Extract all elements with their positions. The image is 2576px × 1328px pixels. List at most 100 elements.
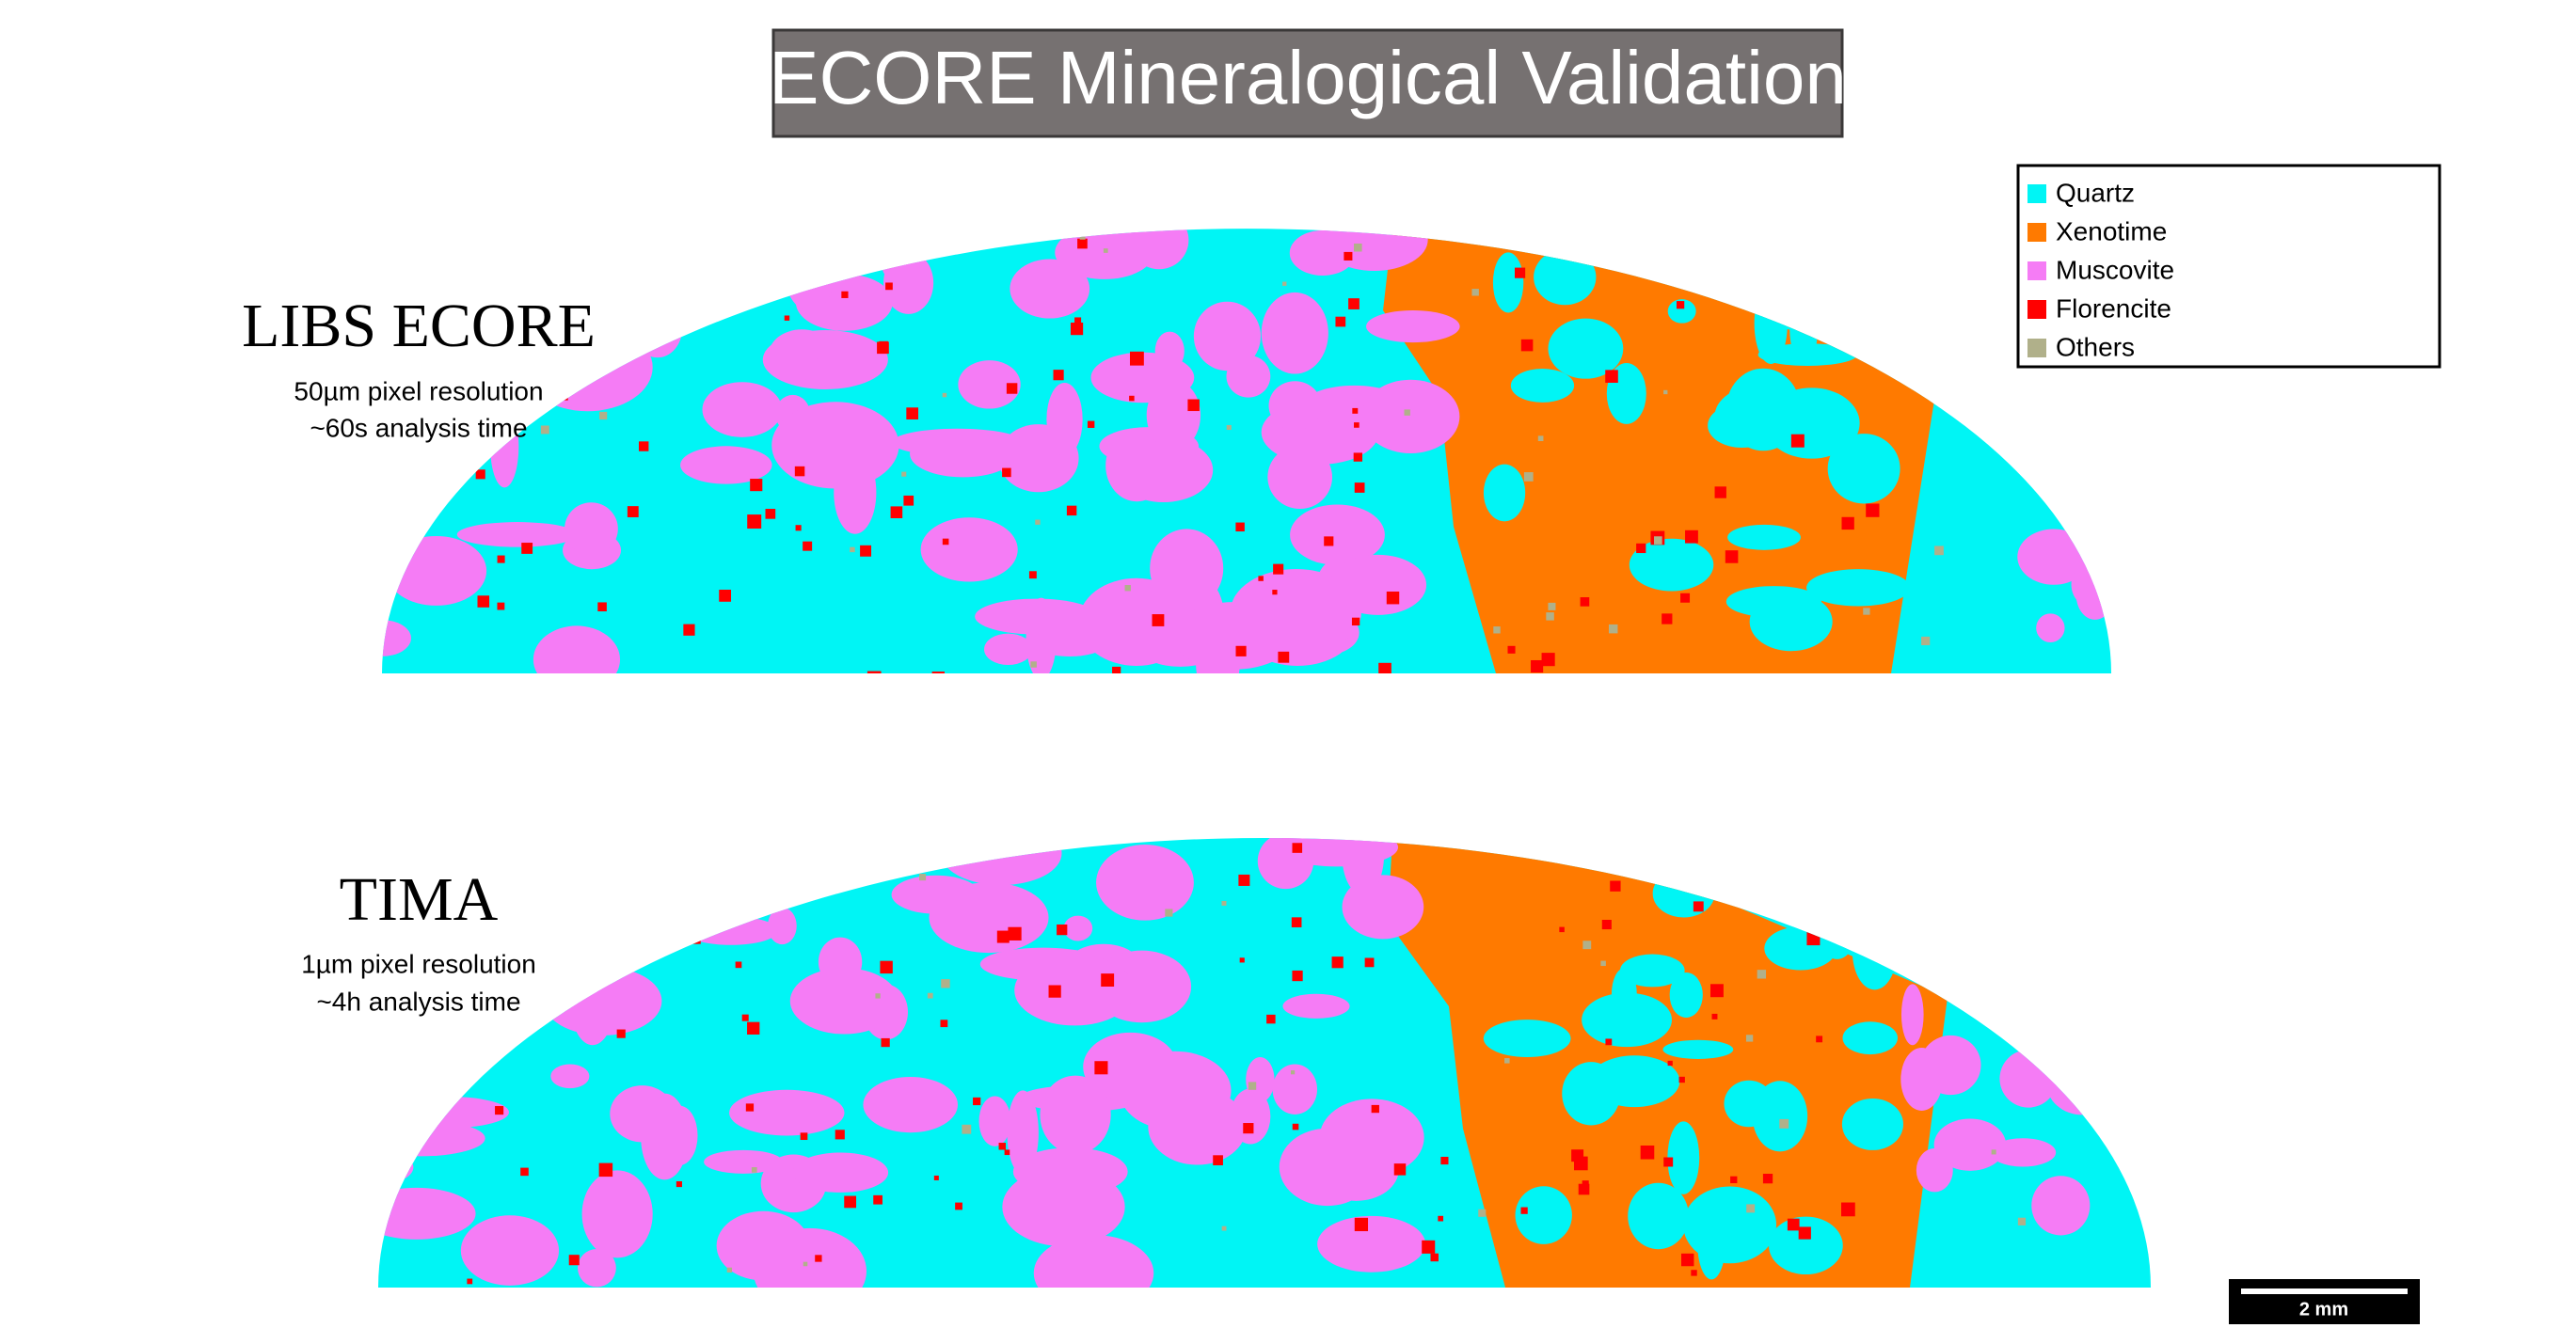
florencite-grain bbox=[747, 1021, 760, 1035]
florencite-grain bbox=[608, 919, 613, 925]
florencite-grain bbox=[1048, 985, 1061, 998]
florencite-grain bbox=[1066, 505, 1077, 516]
florencite-grain bbox=[616, 1029, 626, 1038]
other-grain bbox=[1654, 536, 1662, 545]
other-grain bbox=[919, 874, 927, 881]
florencite-grain bbox=[1353, 452, 1363, 462]
muscovite-patch bbox=[978, 1096, 1011, 1146]
muscovite-patch bbox=[975, 598, 1099, 635]
other-grain bbox=[1546, 612, 1554, 621]
muscovite-patch bbox=[581, 1170, 653, 1258]
muscovite-patch bbox=[1090, 352, 1195, 403]
panel-line: 50µm pixel resolution bbox=[294, 376, 543, 405]
muscovite-patch bbox=[680, 446, 772, 484]
quartz-patch bbox=[1724, 1080, 1774, 1128]
muscovite-patch bbox=[1226, 355, 1271, 398]
muscovite-patch bbox=[1900, 984, 1924, 1046]
florencite-grain bbox=[1129, 351, 1144, 366]
legend-label: Quartz bbox=[2056, 178, 2135, 207]
quartz-patch bbox=[1652, 869, 1715, 918]
quartz-patch bbox=[1669, 972, 1703, 1018]
other-grain bbox=[803, 1261, 808, 1267]
florencite-grain bbox=[509, 1031, 515, 1037]
florencite-grain bbox=[996, 930, 1010, 943]
florencite-grain bbox=[1393, 1163, 1407, 1176]
quartz-patch bbox=[1764, 926, 1837, 971]
florencite-grain bbox=[1520, 1207, 1528, 1214]
other-grain bbox=[1478, 1209, 1487, 1217]
florencite-grain bbox=[931, 672, 945, 673]
florencite-grain bbox=[1601, 919, 1612, 930]
florencite-grain bbox=[698, 310, 705, 317]
quartz-patch bbox=[1667, 1121, 1700, 1194]
florencite-grain bbox=[497, 602, 505, 610]
florencite-grain bbox=[835, 1130, 845, 1140]
other-grain bbox=[1818, 908, 1825, 914]
quartz-patch bbox=[1667, 299, 1696, 324]
florencite-grain bbox=[712, 245, 719, 252]
florencite-grain bbox=[676, 1180, 682, 1188]
florencite-grain bbox=[1243, 1123, 1254, 1134]
florencite-grain bbox=[1790, 434, 1805, 448]
other-grain bbox=[1035, 519, 1041, 525]
florencite-grain bbox=[1266, 1014, 1276, 1024]
muscovite-patch bbox=[533, 625, 621, 673]
florencite-grain bbox=[1605, 1038, 1613, 1046]
other-grain bbox=[2017, 1217, 2027, 1225]
muscovite-patch bbox=[1268, 381, 1322, 431]
florencite-grain bbox=[521, 543, 533, 554]
muscovite-patch bbox=[390, 1097, 509, 1129]
florencite-grain bbox=[1187, 399, 1200, 412]
other-grain bbox=[942, 392, 947, 398]
muscovite-patch bbox=[577, 1248, 616, 1288]
muscovite-patch bbox=[1033, 1234, 1154, 1288]
other-grain bbox=[540, 425, 549, 435]
legend-label: Others bbox=[2056, 332, 2135, 361]
other-grain bbox=[1940, 233, 1948, 241]
muscovite-patch bbox=[941, 838, 1062, 886]
florencite-grain bbox=[455, 1015, 467, 1026]
quartz-patch bbox=[1806, 569, 1911, 607]
florencite-grain bbox=[1239, 957, 1245, 963]
other-grain bbox=[1221, 900, 1227, 906]
florencite-grain bbox=[795, 525, 802, 531]
other-grain bbox=[1124, 585, 1131, 592]
muscovite-patch bbox=[1230, 1088, 1271, 1145]
florencite-grain bbox=[1691, 1270, 1697, 1276]
muscovite-patch bbox=[1196, 620, 1240, 673]
florencite-grain bbox=[1541, 653, 1555, 667]
other-grain bbox=[1608, 624, 1618, 634]
florencite-grain bbox=[1684, 248, 1697, 261]
muscovite-patch bbox=[1063, 915, 1093, 941]
muscovite-patch bbox=[2017, 529, 2091, 585]
other-grain bbox=[1404, 409, 1410, 416]
quartz-patch bbox=[1629, 538, 1714, 592]
florencite-grain bbox=[689, 932, 701, 944]
florencite-grain bbox=[1348, 298, 1360, 309]
other-grain bbox=[962, 1124, 972, 1134]
other-grain bbox=[1471, 289, 1479, 296]
florencite-grain bbox=[803, 541, 813, 551]
other-grain bbox=[1523, 472, 1534, 482]
florencite-grain bbox=[1291, 917, 1302, 927]
muscovite-patch bbox=[1040, 1075, 1111, 1155]
florencite-grain bbox=[1787, 1218, 1800, 1231]
muscovite-patch bbox=[2055, 901, 2116, 945]
florencite-grain bbox=[1515, 267, 1526, 278]
florencite-grain bbox=[1440, 1156, 1449, 1165]
other-grain bbox=[514, 1020, 520, 1025]
florencite-grain bbox=[627, 506, 639, 517]
florencite-grain bbox=[568, 1255, 580, 1266]
quartz-patch bbox=[1789, 295, 1819, 363]
florencite-grain bbox=[880, 960, 893, 974]
florencite-grain bbox=[1640, 1146, 1655, 1160]
title-box bbox=[771, 28, 1844, 138]
quartz-patch bbox=[1727, 524, 1801, 550]
other-grain bbox=[1757, 970, 1767, 979]
quartz-patch bbox=[1769, 1216, 1843, 1275]
other-grain bbox=[850, 546, 855, 553]
muscovite-patch bbox=[1329, 554, 1427, 615]
muscovite-patch bbox=[1317, 1215, 1426, 1273]
muscovite-patch bbox=[2036, 613, 2065, 642]
florencite-grain bbox=[1292, 843, 1303, 853]
